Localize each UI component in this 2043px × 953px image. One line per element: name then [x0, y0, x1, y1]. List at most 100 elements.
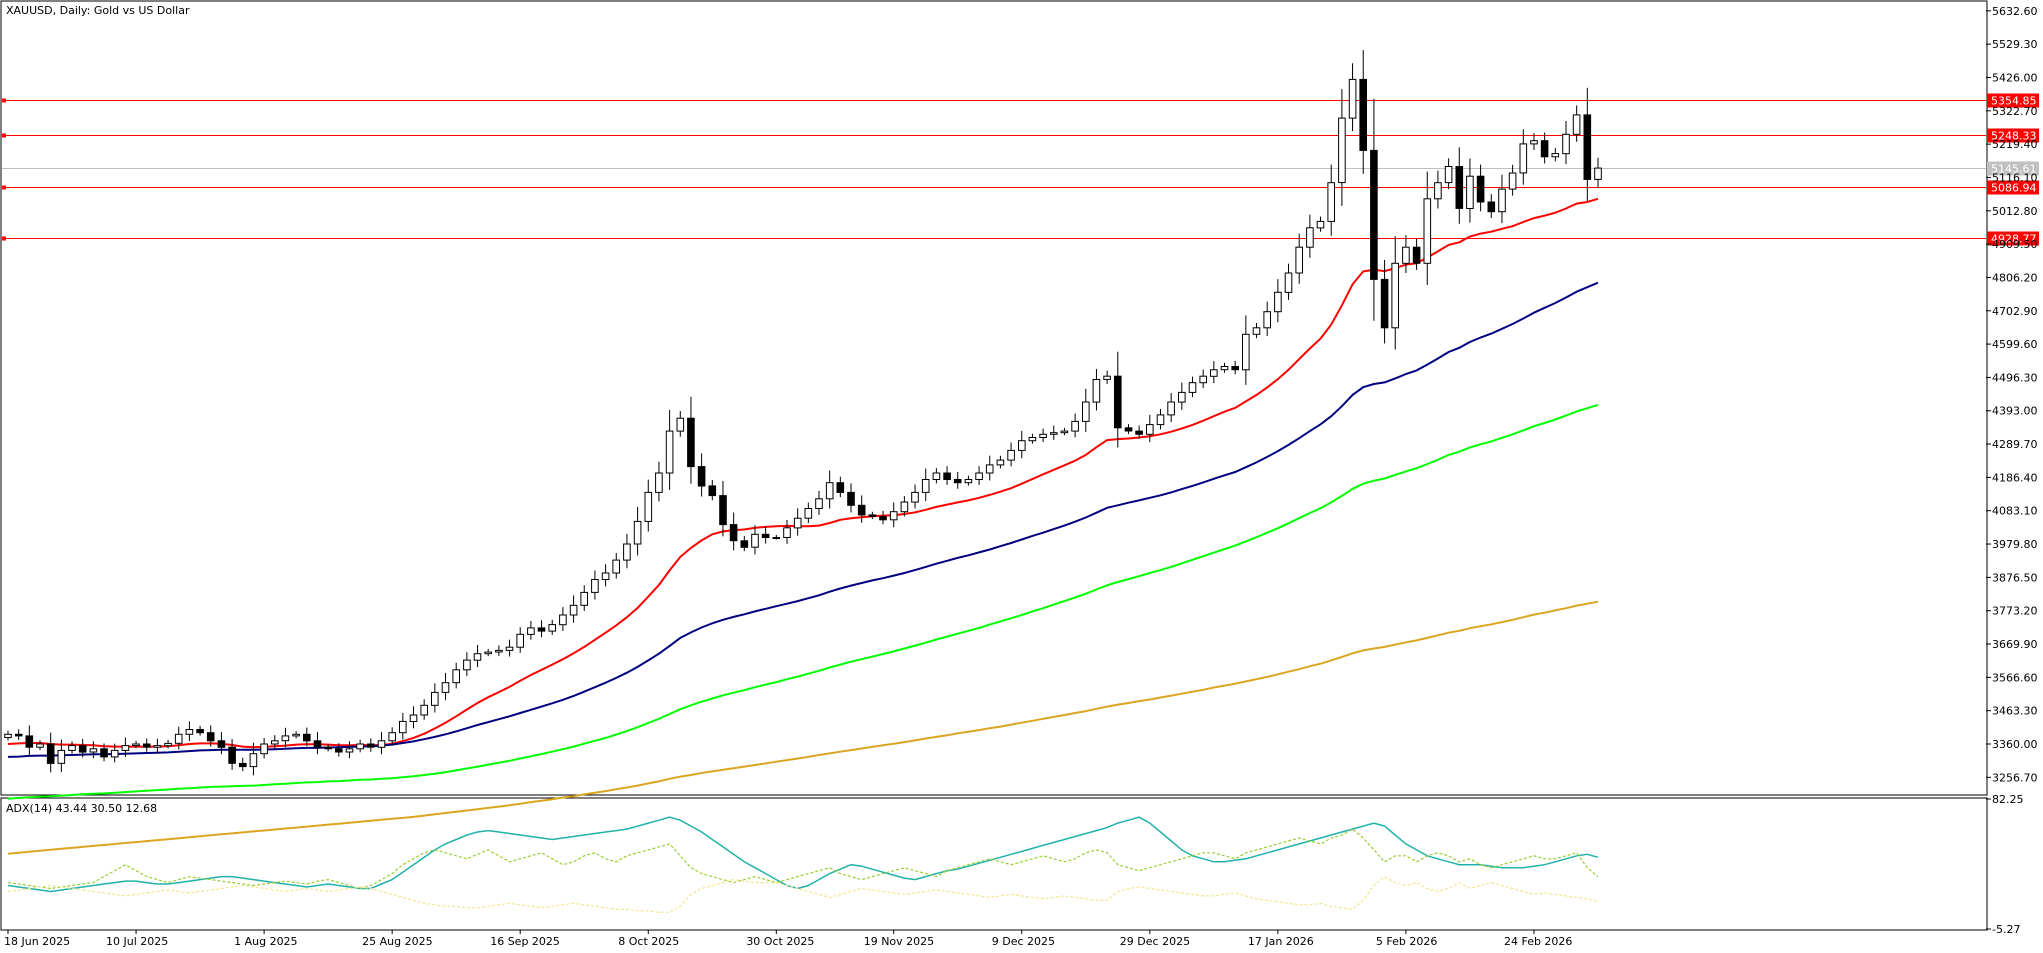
price-tick-label: 4496.30 — [1992, 371, 2038, 384]
candle-body — [409, 714, 418, 722]
price-tick-label: 3566.60 — [1992, 671, 2038, 684]
candle-body — [985, 464, 994, 474]
price-tick-label: 4289.70 — [1992, 438, 2038, 451]
candle-body — [292, 733, 300, 737]
time-tick-label: 17 Jan 2026 — [1248, 935, 1314, 948]
level-price-tag — [1987, 231, 2039, 246]
candle-body — [1274, 291, 1282, 313]
candle-body — [217, 740, 226, 748]
price-tick-label: 5116.10 — [1992, 171, 2038, 184]
candle-body — [953, 479, 962, 484]
candle-body — [57, 749, 66, 764]
candle-body — [1434, 182, 1442, 200]
adx-axis: 82.25 -5.27 — [1986, 793, 2024, 936]
candle-body — [46, 743, 55, 764]
candle-body — [473, 653, 482, 661]
candle-body — [1476, 175, 1485, 203]
candle-body — [1156, 414, 1165, 426]
time-tick-label: 16 Sep 2025 — [490, 935, 560, 948]
price-tick-label: 5322.70 — [1992, 105, 2038, 118]
candle-body — [1316, 220, 1325, 229]
candle-body — [1530, 140, 1538, 145]
candle-body — [484, 651, 492, 655]
candle-body — [505, 646, 514, 651]
candle-body — [239, 762, 247, 768]
candle-body — [697, 466, 706, 487]
candle-body — [1466, 175, 1474, 209]
candle-body — [996, 459, 1005, 466]
candle-body — [1551, 153, 1560, 158]
candle-body — [1060, 430, 1069, 434]
candle-body — [911, 491, 919, 503]
candle-body — [1082, 401, 1090, 422]
price-tick-label: 3360.00 — [1992, 738, 2038, 751]
candle-body — [1007, 449, 1015, 461]
candle-body — [431, 691, 439, 706]
candle-body — [1402, 246, 1410, 264]
candle-body — [868, 514, 877, 518]
time-tick-label: 8 Oct 2025 — [618, 935, 679, 948]
candle-body — [857, 504, 866, 516]
time-tick-label: 10 Jul 2025 — [106, 935, 168, 948]
candle-body — [1146, 424, 1154, 435]
adx-plot-frame — [0, 797, 1988, 931]
candle-body — [1455, 166, 1464, 209]
candle-body — [399, 720, 407, 734]
candle-body — [772, 537, 781, 539]
candle-body — [815, 498, 823, 509]
candle-body — [228, 746, 236, 764]
candle-body — [164, 742, 172, 747]
candle-body — [1562, 133, 1570, 155]
candle-body — [185, 729, 194, 735]
adx-lines — [7, 816, 1599, 913]
candle-body — [1114, 375, 1122, 429]
price-level-lines: 5354.85 5248.33 5145.61 5086.94 4928.77 — [2, 93, 2039, 246]
candle-body — [1242, 333, 1250, 371]
candle-body — [1583, 114, 1592, 180]
candle-body — [1178, 391, 1186, 403]
candle-body — [1210, 369, 1218, 377]
candle-body — [1188, 382, 1197, 393]
candle-body — [825, 482, 834, 500]
price-tick-label: 5426.00 — [1992, 71, 2038, 84]
candle-body — [271, 740, 279, 745]
level-line-anchor — [2, 98, 6, 103]
time-tick-label: 30 Oct 2025 — [746, 935, 814, 948]
candle-body — [174, 733, 183, 744]
price-tick-label: 3256.70 — [1992, 771, 2038, 784]
adx-tick-label: -5.27 — [1992, 923, 2020, 936]
candle-body — [964, 479, 973, 484]
candle-body — [377, 740, 386, 748]
candle-body — [1018, 440, 1026, 451]
candle-body — [943, 472, 951, 480]
candle-body — [1327, 182, 1336, 222]
price-tick-label: 5219.40 — [1992, 138, 2038, 151]
candle-body — [14, 733, 23, 737]
time-tick-label: 19 Nov 2025 — [864, 935, 934, 948]
candle-body — [1519, 143, 1528, 174]
candle-body — [1572, 114, 1581, 135]
candle-body — [1028, 437, 1037, 442]
candle-body — [1135, 430, 1143, 435]
candle-body — [644, 491, 653, 522]
candle-body — [335, 748, 343, 753]
candle-body — [804, 508, 813, 519]
bid-price-label: 5145.61 — [1991, 163, 2037, 176]
time-tick-label: 24 Feb 2026 — [1504, 935, 1572, 948]
candle-body — [1092, 379, 1101, 403]
candle-body — [1412, 246, 1421, 264]
candle-body — [356, 743, 364, 750]
candle-body — [110, 749, 119, 758]
candle-body — [1338, 117, 1346, 184]
candle-body — [68, 745, 76, 751]
ma-fast-line — [7, 197, 1599, 749]
price-tick-label: 5529.30 — [1992, 38, 2038, 51]
time-tick-label: 29 Dec 2025 — [1120, 935, 1190, 948]
candle-body — [1348, 78, 1357, 119]
candle-body — [206, 732, 215, 742]
price-tick-label: 3979.80 — [1992, 538, 2038, 551]
candle-body — [153, 745, 162, 748]
adx-minus-di-line — [7, 875, 1599, 913]
